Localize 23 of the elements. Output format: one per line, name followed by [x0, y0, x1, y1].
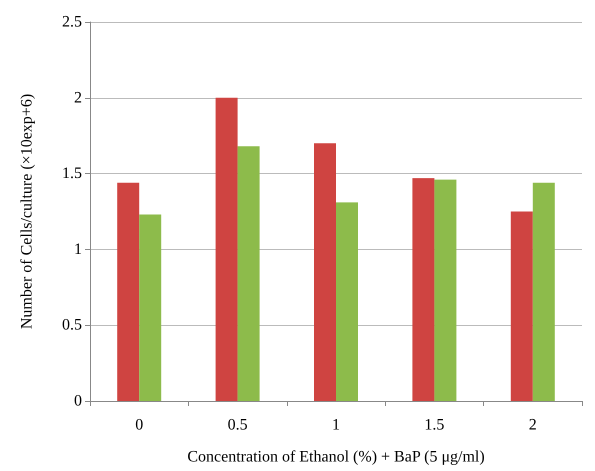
x-tick-label: 1: [332, 416, 340, 434]
y-tick-label: 1: [74, 240, 82, 258]
bar: [216, 98, 238, 401]
bar: [238, 146, 260, 401]
x-axis-title: Concentration of Ethanol (%) + BaP (5 μg/ml): [187, 448, 485, 466]
bar: [314, 143, 336, 401]
y-axis-title: Number of Cells/culture (×10exp+6): [18, 94, 36, 330]
y-tick-label: 0: [74, 392, 82, 410]
y-tick-label: 1.5: [62, 165, 82, 182]
bar: [117, 182, 140, 401]
x-tick-label: 2: [528, 416, 537, 434]
bar: [434, 180, 456, 401]
x-tick-label: 0.5: [228, 416, 248, 434]
y-tick-label: 0.5: [62, 316, 82, 334]
bar: [412, 178, 434, 401]
bar: [336, 202, 358, 401]
bar: [532, 182, 555, 401]
bar: [139, 214, 162, 401]
x-tick-label: 0: [135, 416, 144, 434]
y-tick-label: 2: [74, 89, 82, 106]
y-tick-label: 2.5: [62, 14, 82, 30]
bar: [510, 212, 533, 401]
x-tick-label: 1.5: [424, 416, 444, 434]
